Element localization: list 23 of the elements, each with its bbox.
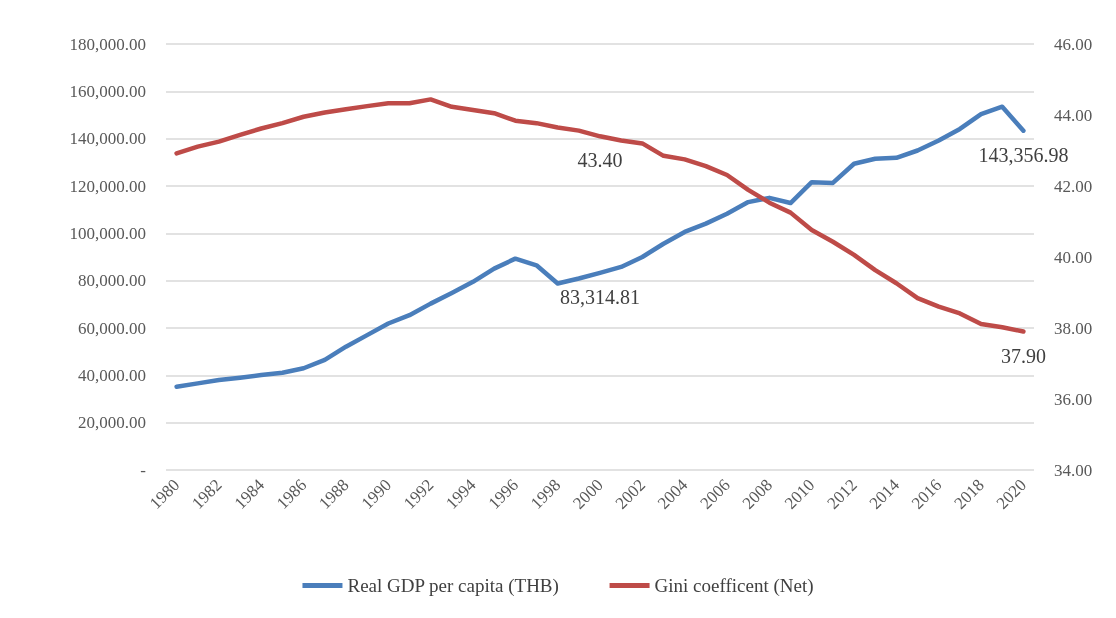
- data-label: 43.40: [577, 149, 623, 172]
- y-tick-label: 80,000.00: [78, 271, 146, 291]
- y2-tick-label: 44.00: [1054, 105, 1093, 125]
- y2-tick-label: 34.00: [1054, 460, 1093, 480]
- y2-tick-label: 42.00: [1054, 176, 1093, 196]
- y2-tick-label: 36.00: [1054, 389, 1093, 409]
- y-tick-label: 40,000.00: [78, 365, 146, 385]
- y-tick-label: -: [140, 460, 147, 480]
- legend-label: Gini coefficent (Net): [654, 575, 814, 597]
- data-label: 143,356.98: [978, 143, 1069, 166]
- y2-tick-label: 46.00: [1054, 34, 1093, 54]
- y2-tick-label: 40.00: [1054, 247, 1093, 267]
- y-tick-label: 160,000.00: [69, 81, 146, 101]
- y-tick-label: 60,000.00: [78, 318, 146, 338]
- y-tick-label: 120,000.00: [69, 176, 146, 196]
- data-label: 83,314.81: [560, 285, 640, 308]
- y-tick-label: 20,000.00: [78, 413, 146, 433]
- y-tick-label: 140,000.00: [69, 129, 146, 149]
- data-label: 37.90: [1000, 344, 1046, 367]
- y2-tick-label: 38.00: [1054, 318, 1093, 338]
- y-tick-label: 180,000.00: [69, 34, 146, 54]
- y-tick-label: 100,000.00: [69, 223, 146, 243]
- legend-label: Real GDP per capita (THB): [347, 575, 559, 597]
